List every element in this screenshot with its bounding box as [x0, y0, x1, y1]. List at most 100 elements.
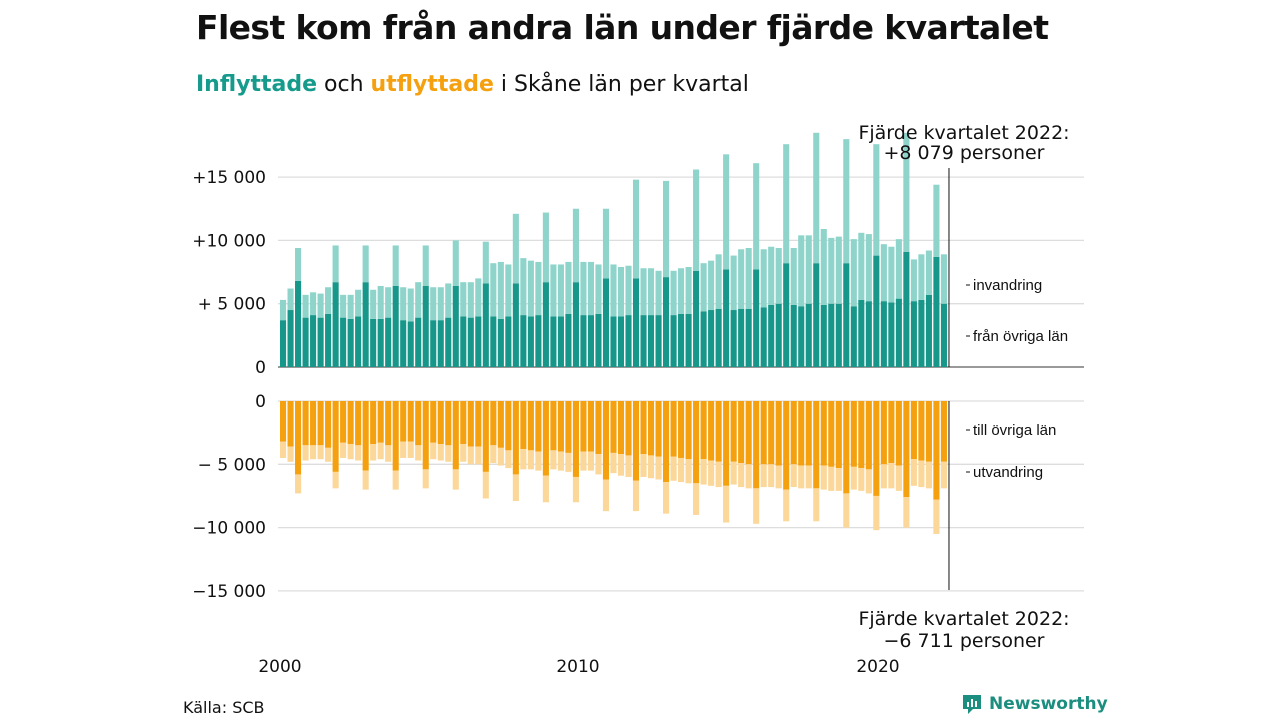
bar-inflow-domestic: [452, 285, 459, 367]
bar-outflow-domestic: [520, 401, 527, 450]
bar-inflow-domestic: [325, 313, 332, 367]
bar-outflow-international: [430, 442, 437, 460]
bar-outflow-international: [355, 445, 362, 461]
bar-outflow-domestic: [715, 401, 722, 462]
bar-inflow-domestic: [888, 302, 895, 367]
bar-inflow-domestic: [895, 298, 902, 367]
bar-outflow-international: [775, 465, 782, 489]
bar-outflow-domestic: [445, 401, 452, 446]
bar-outflow-domestic: [700, 401, 707, 460]
bar-inflow-international: [497, 261, 504, 319]
bar-outflow-international: [482, 471, 489, 499]
bar-inflow-domestic: [602, 278, 610, 367]
bar-outflow-international: [467, 446, 474, 465]
bar-outflow-international: [580, 451, 587, 471]
bar-inflow-domestic: [467, 317, 474, 367]
bar-inflow-domestic: [925, 294, 932, 367]
bar-inflow-domestic: [617, 316, 625, 367]
bar-inflow-international: [865, 234, 872, 302]
bar-inflow-international: [550, 264, 557, 317]
bar-inflow-international: [362, 245, 369, 283]
bar-outflow-domestic: [437, 401, 444, 445]
annotation-bottom-line2: −6 711 personer: [884, 630, 1045, 652]
bar-outflow-international: [497, 447, 504, 466]
bar-inflow-international: [325, 287, 332, 314]
bar-outflow-international: [768, 464, 775, 488]
y-tick-label-top: + 5 000: [198, 295, 266, 315]
bar-outflow-domestic: [490, 401, 497, 446]
bar-outflow-domestic: [580, 401, 587, 452]
bar-inflow-international: [910, 259, 917, 302]
bar-inflow-domestic: [880, 301, 887, 367]
bar-inflow-domestic: [910, 301, 917, 367]
bar-outflow-domestic: [550, 401, 557, 451]
bar-outflow-domestic: [835, 401, 842, 469]
bar-inflow-international: [700, 263, 707, 312]
bar-inflow-domestic: [940, 303, 947, 367]
bar-inflow-domestic: [310, 315, 317, 367]
bar-outflow-international: [317, 445, 324, 460]
bar-inflow-international: [580, 261, 587, 316]
bar-inflow-international: [460, 282, 467, 317]
migration-chart: +15 000 +10 000 + 5 000 0 0 − 5 000 −10 000 −15…: [192, 122, 1084, 677]
bar-outflow-domestic: [753, 401, 760, 489]
bar-outflow-international: [933, 499, 940, 534]
bar-inflow-international: [542, 212, 549, 283]
bar-outflow-international: [670, 456, 677, 481]
bar-inflow-international: [835, 236, 842, 304]
bar-outflow-international: [700, 459, 707, 485]
bar-outflow-domestic: [640, 401, 647, 455]
bar-inflow-domestic: [715, 308, 722, 367]
bar-outflow-domestic: [557, 401, 564, 452]
bar-inflow-domestic: [482, 283, 489, 367]
bar-outflow-international: [610, 452, 617, 474]
bar-inflow-domestic: [693, 270, 700, 367]
bar-outflow-international: [903, 497, 910, 528]
bar-outflow-international: [625, 455, 632, 477]
bar-inflow-international: [843, 139, 850, 264]
bar-outflow-international: [550, 450, 557, 470]
bar-outflow-domestic: [775, 401, 782, 466]
bar-outflow-international: [565, 452, 572, 472]
bar-outflow-domestic: [602, 401, 610, 480]
bar-inflow-international: [768, 246, 775, 305]
bar-outflow-domestic: [385, 401, 392, 446]
bar-inflow-international: [340, 294, 347, 318]
bar-inflow-domestic: [550, 316, 557, 367]
bar-outflow-domestic: [663, 401, 670, 483]
y-tick-label-top: +15 000: [192, 168, 266, 188]
bar-inflow-domestic: [843, 263, 850, 367]
bar-outflow-international: [407, 441, 414, 458]
bar-outflow-international: [798, 465, 805, 489]
bar-inflow-international: [377, 285, 384, 319]
bar-outflow-international: [332, 471, 339, 489]
bar-inflow-domestic: [392, 285, 399, 367]
bar-inflow-domestic: [490, 316, 497, 367]
series-label-till-ovriga-lan: till övriga län: [973, 422, 1056, 439]
bar-outflow-domestic: [678, 401, 685, 458]
bar-inflow-international: [595, 264, 602, 314]
bar-outflow-domestic: [302, 401, 309, 446]
bar-inflow-international: [527, 260, 534, 317]
bar-inflow-international: [610, 264, 617, 317]
bar-outflow-domestic: [813, 401, 820, 489]
bar-outflow-domestic: [843, 401, 850, 494]
brand-logo[interactable]: Newsworthy: [961, 693, 1108, 715]
bar-outflow-international: [738, 463, 745, 488]
chart-subtitle: Inflyttade och utflyttade i Skåne län pe…: [196, 72, 749, 97]
bar-inflow-domestic: [625, 315, 632, 367]
bar-inflow-international: [385, 287, 392, 318]
bar-outflow-domestic: [467, 401, 474, 447]
bar-inflow-international: [708, 260, 715, 311]
bar-outflow-domestic: [647, 401, 655, 456]
bar-inflow-domestic: [340, 317, 347, 367]
bar-outflow-domestic: [400, 401, 407, 442]
bar-outflow-domestic: [655, 401, 662, 457]
bar-inflow-international: [850, 239, 857, 307]
bar-inflow-domestic: [520, 315, 527, 367]
bar-inflow-domestic: [527, 316, 534, 367]
bar-outflow-domestic: [452, 401, 459, 470]
bar-inflow-domestic: [708, 310, 715, 367]
bar-inflow-domestic: [903, 251, 910, 367]
subtitle-inflow-word: Inflyttade: [196, 72, 318, 97]
